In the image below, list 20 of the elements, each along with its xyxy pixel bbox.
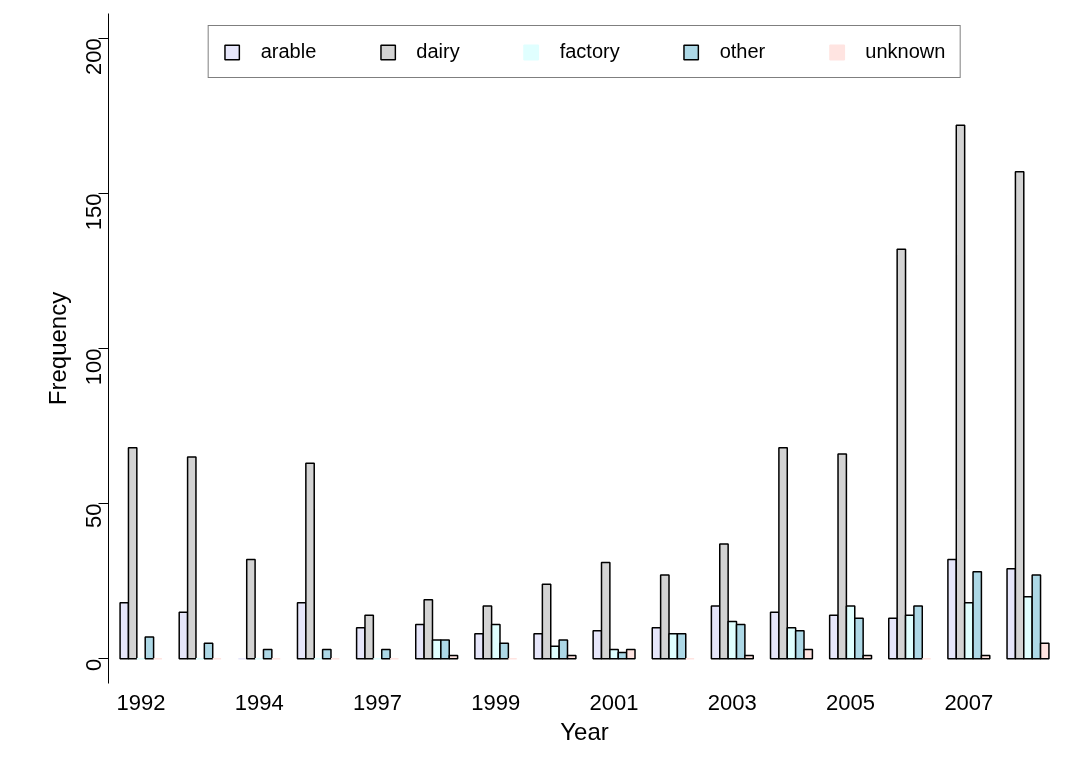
y-tick-label: 100: [81, 348, 106, 386]
legend-label: dairy: [416, 40, 460, 63]
y-tick-label: 150: [81, 193, 106, 231]
y-tick-label: 200: [81, 38, 106, 76]
y-tick-label: 50: [81, 503, 106, 529]
y-axis-title: Frequency: [43, 291, 71, 406]
legend-label: other: [719, 40, 766, 63]
x-tick-label: 2003: [707, 689, 757, 715]
x-tick-label: 2001: [589, 689, 639, 715]
x-tick-label: 1999: [471, 689, 521, 715]
x-tick-label: 2007: [944, 689, 994, 715]
x-tick-label: 2005: [826, 689, 876, 715]
x-axis-title: Year: [560, 717, 609, 745]
legend-label: unknown: [865, 40, 946, 63]
legend-label: arable: [260, 40, 317, 63]
legend-label: factory: [559, 40, 620, 63]
x-tick-label: 1992: [116, 689, 166, 715]
y-tick-label: 0: [81, 658, 106, 671]
x-tick-label: 1994: [234, 689, 284, 715]
x-tick-label: 1997: [353, 689, 403, 715]
